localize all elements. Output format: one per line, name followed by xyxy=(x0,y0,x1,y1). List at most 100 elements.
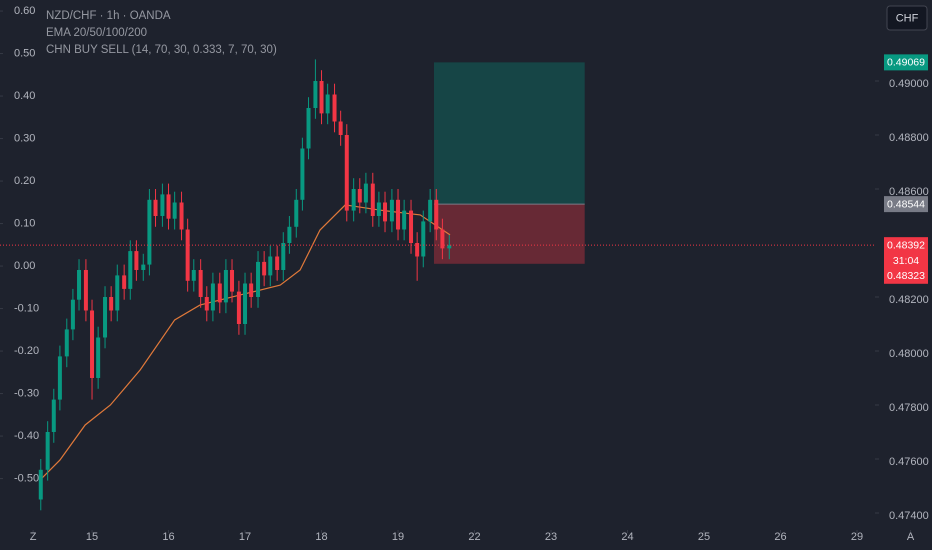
x-tick-label: 17 xyxy=(239,531,251,543)
candle-body xyxy=(217,283,222,303)
candle-body xyxy=(141,264,146,270)
y2-tick-label: -0.30 xyxy=(14,387,39,399)
candle-body xyxy=(70,299,75,330)
candle-body xyxy=(351,188,356,211)
candle-body xyxy=(38,469,43,500)
candle-body xyxy=(147,199,152,265)
candle-body xyxy=(300,148,305,200)
candle-body xyxy=(363,183,368,203)
countdown-label: 31:04 xyxy=(893,255,919,267)
indicator-label: CHN BUY SELL (14, 70, 30, 0.333, 7, 70, … xyxy=(46,44,277,56)
candle-body xyxy=(415,242,420,257)
candle-body xyxy=(287,226,292,243)
target-label: 0.49069 xyxy=(887,57,925,69)
candle-body xyxy=(64,329,69,357)
x-tick-label: 19 xyxy=(392,531,404,543)
candle-body xyxy=(109,296,114,311)
x-tick-label: 22 xyxy=(468,531,480,543)
candle-body xyxy=(389,199,394,222)
candle-body xyxy=(402,210,407,230)
currency-button[interactable] xyxy=(886,5,928,31)
x-tick-label: Z xyxy=(30,531,37,543)
candle-body xyxy=(185,229,190,281)
y-tick-label: 0.47800 xyxy=(889,402,929,414)
y-tick-label: 0.47600 xyxy=(889,456,929,468)
candle-body xyxy=(447,245,452,249)
candle-body xyxy=(128,251,133,289)
candle-body xyxy=(357,188,362,203)
candle-body xyxy=(160,194,165,216)
candle-body xyxy=(306,107,311,149)
last-price-label: 0.48392 xyxy=(887,239,925,251)
candle-body xyxy=(243,283,248,324)
target-label-bg xyxy=(884,54,928,71)
x-tick-label: 15 xyxy=(86,531,98,543)
candle-body xyxy=(396,199,401,230)
currency-button-label[interactable]: CHF xyxy=(896,12,919,24)
y2-tick-label: 0.40 xyxy=(14,90,35,102)
candle-body xyxy=(440,229,445,249)
entry-label: 0.48544 xyxy=(887,198,925,210)
x-tick-label: 24 xyxy=(621,531,633,543)
y2-tick-label: 0.60 xyxy=(14,5,35,17)
y2-tick-label: -0.40 xyxy=(14,430,39,442)
candle-body xyxy=(281,242,286,270)
x-tick-label: 23 xyxy=(545,531,557,543)
x-tick-label: 25 xyxy=(698,531,710,543)
candle-body xyxy=(249,283,254,297)
x-tick-label: 29 xyxy=(851,531,863,543)
stop-zone xyxy=(433,204,585,264)
candle-body xyxy=(83,269,88,311)
y-tick-label: 0.48800 xyxy=(889,132,929,144)
x-tick-label: 18 xyxy=(315,531,327,543)
candle-body xyxy=(332,94,337,122)
candle-body xyxy=(383,202,388,222)
candle-body xyxy=(198,269,203,297)
candle-body xyxy=(376,202,381,216)
target-zone xyxy=(433,62,585,205)
candle-body xyxy=(409,210,414,243)
y-tick-label: 0.47400 xyxy=(889,510,929,522)
y2-tick-label: -0.10 xyxy=(14,302,39,314)
candle-body xyxy=(191,269,196,281)
candle-body xyxy=(153,199,158,216)
y2-tick-label: 0.20 xyxy=(14,175,35,187)
x-tick-label: 16 xyxy=(162,531,174,543)
candle-body xyxy=(268,256,273,276)
candle-body xyxy=(319,80,324,114)
candle-body xyxy=(370,183,375,216)
candle-body xyxy=(428,199,433,222)
y2-tick-label: -0.20 xyxy=(14,345,39,357)
candle-body xyxy=(256,261,261,297)
x-tick-label: A xyxy=(907,531,915,543)
y-tick-label: 0.49000 xyxy=(889,78,929,90)
candle-body xyxy=(166,194,171,219)
candle-body xyxy=(172,202,177,219)
candle-body xyxy=(57,356,62,400)
candle-body xyxy=(103,296,108,338)
y2-tick-label: 0.10 xyxy=(14,217,35,229)
candle-body xyxy=(134,251,139,270)
candle-body xyxy=(115,275,120,311)
candle-body xyxy=(90,310,95,378)
candle-body xyxy=(338,121,343,135)
candle-body xyxy=(434,199,439,230)
candle-body xyxy=(51,399,56,432)
candle-body xyxy=(77,269,82,300)
candle-body xyxy=(223,269,228,303)
candle-body xyxy=(210,283,215,311)
stop-label: 0.48323 xyxy=(887,270,925,282)
candle-body xyxy=(96,337,101,378)
candle-body xyxy=(325,94,330,114)
y2-tick-label: -0.50 xyxy=(14,472,39,484)
candle-body xyxy=(344,134,349,211)
y-tick-label: 0.48600 xyxy=(889,186,929,198)
candle-body xyxy=(275,256,280,270)
y-tick-label: 0.48200 xyxy=(889,294,929,306)
candle-body xyxy=(294,199,299,227)
entry-label-bg xyxy=(884,196,928,213)
indicator-label: EMA 20/50/100/200 xyxy=(46,27,147,39)
stop-label-bg xyxy=(884,267,928,284)
